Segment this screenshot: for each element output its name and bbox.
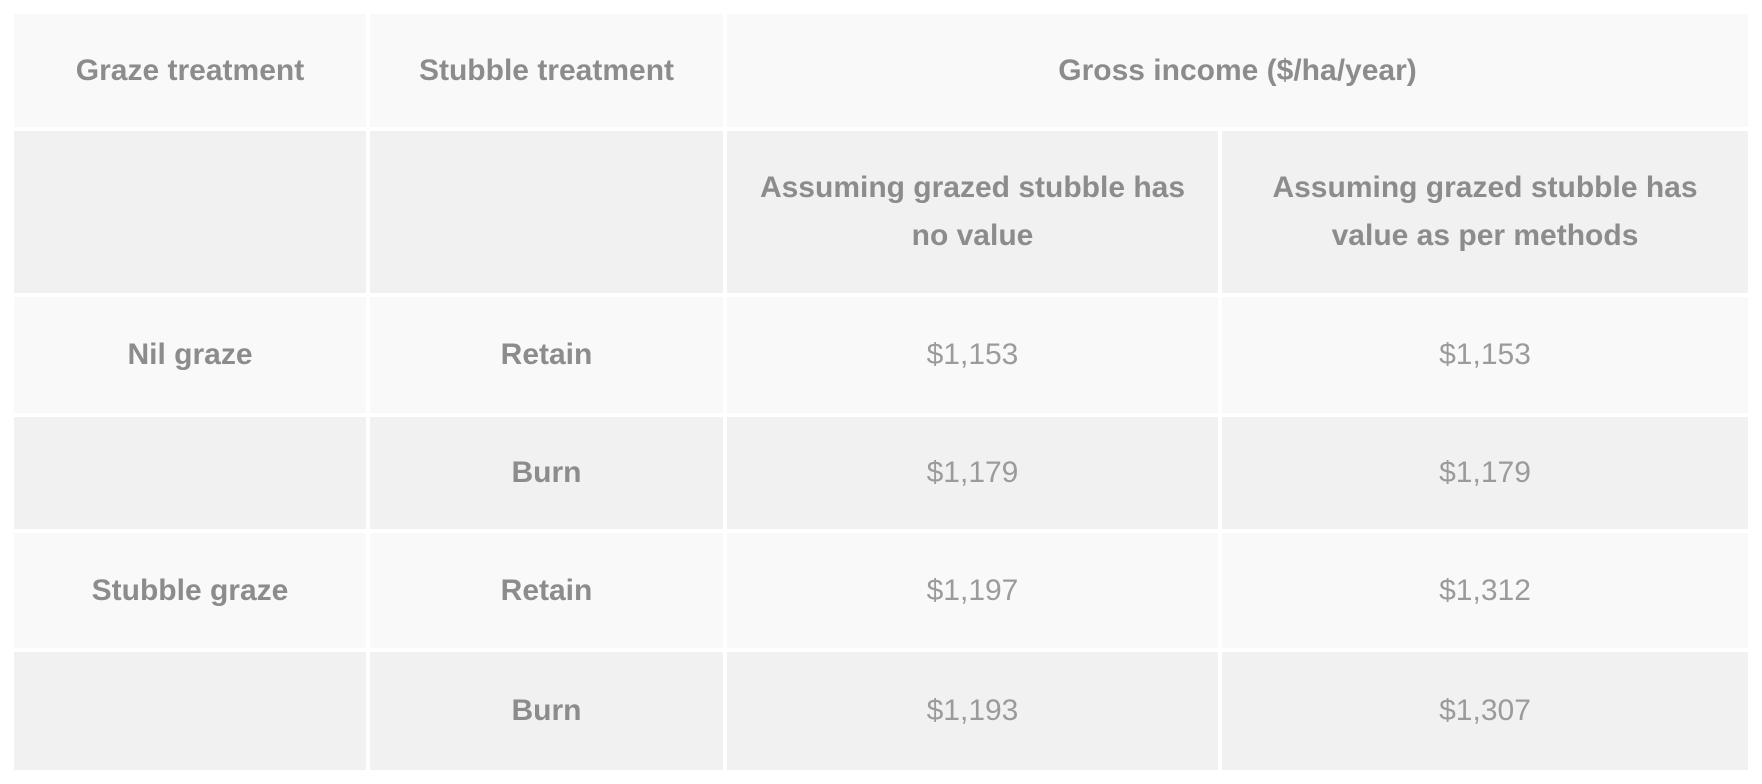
header-graze-treatment: Graze treatment [14, 14, 366, 127]
cell-income-value-methods-row4: $1,307 [1222, 652, 1749, 770]
table-row: Burn $1,179 $1,179 [14, 417, 1749, 529]
cell-stubble-row4: Burn [370, 652, 723, 770]
cell-graze-row1: Nil graze [14, 297, 366, 413]
subheader-no-value: Assuming grazed stubble has no value [727, 131, 1218, 293]
cell-income-value-methods-row1: $1,153 [1222, 297, 1749, 413]
cell-income-no-value-row1: $1,153 [727, 297, 1218, 413]
table-row: Burn $1,193 $1,307 [14, 652, 1749, 770]
header-stubble-treatment: Stubble treatment [370, 14, 723, 127]
cell-income-no-value-row2: $1,179 [727, 417, 1218, 529]
cell-graze-row2 [14, 417, 366, 529]
header-spacer-graze [14, 131, 366, 293]
cell-income-no-value-row3: $1,197 [727, 533, 1218, 648]
header-row-top: Graze treatment Stubble treatment Gross … [14, 14, 1749, 127]
table-row: Stubble graze Retain $1,197 $1,312 [14, 533, 1749, 648]
subheader-value-methods: Assuming grazed stubble has value as per… [1222, 131, 1749, 293]
header-gross-income-group: Gross income ($/ha/year) [727, 14, 1749, 127]
header-spacer-stubble [370, 131, 723, 293]
cell-stubble-row3: Retain [370, 533, 723, 648]
cell-stubble-row2: Burn [370, 417, 723, 529]
table-row: Nil graze Retain $1,153 $1,153 [14, 297, 1749, 413]
cell-graze-row3: Stubble graze [14, 533, 366, 648]
cell-income-no-value-row4: $1,193 [727, 652, 1218, 770]
cell-income-value-methods-row2: $1,179 [1222, 417, 1749, 529]
header-row-sub: Assuming grazed stubble has no value Ass… [14, 131, 1749, 293]
cell-stubble-row1: Retain [370, 297, 723, 413]
income-table: Graze treatment Stubble treatment Gross … [10, 10, 1752, 774]
cell-graze-row4 [14, 652, 366, 770]
cell-income-value-methods-row3: $1,312 [1222, 533, 1749, 648]
